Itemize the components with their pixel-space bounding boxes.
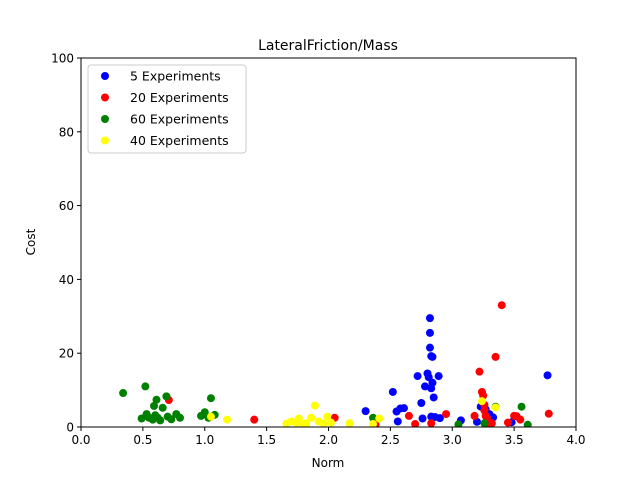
series-0-point-13 [425,343,434,352]
series-1-point-8 [470,411,479,420]
legend-marker-2 [101,115,109,123]
series-0-point-9 [421,382,430,391]
legend-marker-1 [101,93,109,102]
x-tick-label-1: 0.5 [133,433,152,447]
series-0-point-31 [543,371,552,380]
series-0-point-1 [388,387,397,396]
series-2-point-20 [206,394,215,403]
y-tick-label-0: 0 [66,421,74,435]
x-tick-label-4: 2.0 [319,433,338,447]
series-0-point-23 [435,414,444,423]
series-3-point-11 [319,419,328,427]
legend-marker-0 [101,72,109,80]
series-0-point-22 [434,372,443,381]
series-3-point-1 [223,415,232,424]
legend-label-3: 40 Experiments [130,133,229,148]
series-0-point-15 [428,352,437,361]
series-2-point-27 [523,420,532,427]
series-1-point-4 [404,411,413,420]
legend: 5 Experiments 20 Experiments 60 Experiment… [87,64,247,154]
series-1-point-7 [442,410,451,419]
x-tick-label-5: 2.5 [381,433,400,447]
plot-area: 0.0 0.5 1.0 1.5 2.0 2.5 3.0 3.5 4.0 0 20 40 60 80 100 [51,52,585,448]
series-3-point-17 [477,397,486,406]
series-2-point-10 [156,416,165,425]
series-0-point-6 [413,372,422,381]
series-2-point-24 [480,419,489,427]
series-1-point-19 [491,352,500,361]
y-tick-label-5: 100 [51,52,74,66]
series-0-point-0 [361,407,370,416]
y-axis-label: Cost [24,228,38,255]
legend-label-1: 20 Experiments [130,90,229,105]
x-tick-label-7: 3.5 [505,433,524,447]
y-tick-label-2: 40 [59,273,74,287]
series-2-point-6 [150,401,159,410]
x-tick-label-6: 3.0 [443,433,462,447]
y-tick-label-4: 80 [59,125,74,139]
legend-label-0: 5 Experiments [130,69,221,84]
legend-label-2: 60 Experiments [130,112,229,127]
series-3-point-8 [307,413,316,422]
series-1-point-6 [427,419,436,427]
series-0-point-12 [425,328,434,337]
legend-marker-3 [101,136,109,145]
series-1-point-20 [497,301,506,310]
series-2-point-14 [167,415,176,424]
series-1-point-1 [250,415,259,424]
series-2-point-23 [454,420,463,427]
series-0-point-18 [429,393,438,402]
series-3-point-13 [326,418,335,427]
series-3-point-18 [491,403,500,412]
series-3-point-0 [206,412,215,421]
series-1-point-25 [544,409,553,418]
series-2-point-0 [119,389,128,398]
series-2-point-16 [176,413,184,422]
x-tick-label-0: 0.0 [71,433,90,447]
series-0-point-19 [428,378,437,387]
series-3-point-15 [369,420,378,427]
chart-title: LateralFriction/Mass [258,38,398,54]
series-3-point-9 [310,401,319,410]
series-0-point-4 [399,404,408,413]
y-tick-label-1: 20 [59,347,74,361]
points-group [119,301,553,427]
series-2-point-12 [162,392,171,401]
y-tick-label-3: 60 [59,199,74,213]
series-2-point-26 [517,402,526,411]
series-2-point-2 [141,382,150,391]
x-tick-label-3: 1.5 [257,433,276,447]
legend-box [87,64,247,154]
series-1-point-18 [487,419,496,427]
series-2-point-11 [158,403,167,412]
series-0-point-11 [425,314,434,323]
series-3-point-7 [302,419,311,427]
series-1-point-9 [475,367,484,376]
series-3-point-14 [345,419,354,427]
series-0-point-5 [393,417,402,426]
series-2-point-22 [369,413,378,422]
series-3-point-16 [375,414,384,423]
series-0-point-7 [417,399,426,408]
series-3-point-12 [323,412,332,421]
x-axis-label: Norm [312,456,345,470]
x-tick-label-2: 1.0 [195,433,214,447]
series-1-point-24 [516,415,525,424]
x-tick-label-8: 4.0 [566,433,585,447]
series-1-point-5 [411,420,420,427]
series-1-point-21 [503,418,512,427]
series-0-point-8 [418,414,427,423]
series-2-point-8 [152,395,161,404]
